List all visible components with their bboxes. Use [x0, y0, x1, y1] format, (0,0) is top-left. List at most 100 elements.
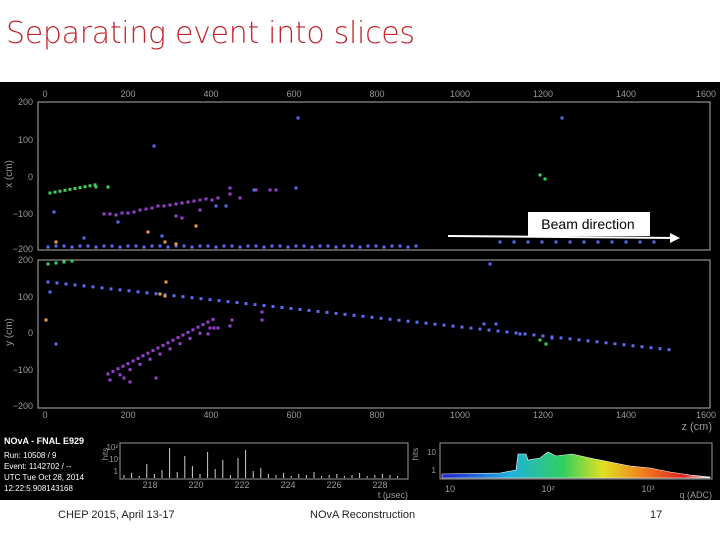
blue-hit [487, 328, 491, 332]
blue-hit [577, 338, 581, 342]
blue-hit [118, 245, 122, 249]
time-hist-ylabel: hits [101, 448, 110, 460]
blue-hit [358, 245, 362, 249]
blue-hit [142, 245, 146, 249]
blue-hit [252, 188, 256, 192]
blue-hit [100, 286, 104, 290]
charge-histogram-fill [441, 451, 711, 479]
blue-hit [550, 336, 554, 340]
blue-hit [91, 285, 95, 289]
blue-hit [415, 320, 419, 324]
blue-hit [217, 299, 221, 303]
blue-hit [174, 244, 178, 248]
blue-hit [512, 240, 516, 244]
purple-hit [216, 196, 220, 200]
purple-hit [138, 362, 142, 366]
blue-hit [296, 116, 300, 120]
blue-hit [390, 244, 394, 248]
blue-hit [238, 245, 242, 249]
purple-hit [174, 214, 178, 218]
blue-hit [206, 244, 210, 248]
footer-talk-title: NOvA Reconstruction [310, 509, 416, 521]
blue-hit [190, 296, 194, 300]
blue-hit [82, 236, 86, 240]
purple-hit [168, 203, 172, 207]
blue-hit [658, 347, 662, 351]
blue-hit [488, 262, 492, 266]
purple-hit [211, 317, 215, 321]
blue-hit [604, 341, 608, 345]
charge-hist-ytick: 10 [427, 448, 436, 457]
blue-hit [214, 204, 218, 208]
green-hit [70, 259, 74, 263]
blue-hit [199, 297, 203, 301]
event-number: Event: 1142702 / -- [4, 462, 72, 471]
blue-hit [343, 312, 347, 316]
blue-hit [379, 316, 383, 320]
purple-hit [228, 186, 232, 190]
charge-hist-xtick: 10 [445, 484, 455, 494]
orange-hit [163, 294, 167, 298]
beam-direction-label: Beam direction [541, 216, 634, 232]
blue-hit [494, 322, 498, 326]
purple-hit [254, 188, 258, 192]
charge-hist-xtick: 10² [541, 484, 554, 494]
green-hit [543, 177, 547, 181]
blue-hit [270, 244, 274, 248]
blue-hit [540, 240, 544, 244]
green-hit [538, 338, 542, 342]
purple-hit [122, 376, 126, 380]
y-tick: 200 [18, 255, 33, 265]
blue-hit [361, 314, 365, 318]
purple-hit [131, 359, 135, 363]
purple-hit [260, 318, 264, 322]
purple-hit [204, 197, 208, 201]
x-tick: 0 [28, 172, 33, 182]
purple-hit [178, 342, 182, 346]
blue-hit [478, 327, 482, 331]
purple-hit [192, 199, 196, 203]
purple-hit [171, 338, 175, 342]
purple-hit [268, 188, 272, 192]
purple-hit [148, 357, 152, 361]
blue-hit [244, 302, 248, 306]
orange-hit [174, 242, 178, 246]
blue-hit [152, 144, 156, 148]
purple-hit [274, 188, 278, 192]
time-hist-xtick: 226 [326, 480, 341, 490]
green-hit [88, 184, 92, 188]
green-hit [53, 190, 57, 194]
blue-hit [514, 331, 518, 335]
blue-hit [622, 343, 626, 347]
blue-hit [110, 244, 114, 248]
blue-hit [262, 245, 266, 249]
purple-hit [212, 326, 216, 330]
run-number: Run: 10508 / 9 [4, 451, 57, 460]
blue-hit [94, 245, 98, 249]
blue-hit [352, 313, 356, 317]
purple-hit [108, 212, 112, 216]
blue-hit [307, 308, 311, 312]
blue-hit [442, 323, 446, 327]
z-tick-top: 1400 [616, 89, 636, 99]
blue-hit [414, 244, 418, 248]
blue-hit [208, 298, 212, 302]
blue-hit [370, 315, 374, 319]
blue-hit [505, 330, 509, 334]
blue-hit [302, 244, 306, 248]
blue-hit [46, 280, 50, 284]
blue-hit [116, 220, 120, 224]
blue-hit [532, 333, 536, 337]
blue-hit [541, 334, 545, 338]
blue-hit [518, 332, 522, 336]
blue-hit [62, 244, 66, 248]
blue-hit [64, 282, 68, 286]
purple-hit [198, 198, 202, 202]
blue-hit [582, 240, 586, 244]
z-tick-bottom: 1400 [616, 410, 636, 420]
time-hist-ytick: 10² [106, 443, 118, 452]
blue-hit [460, 325, 464, 329]
purple-hit [111, 369, 115, 373]
purple-hit [186, 200, 190, 204]
purple-hit [176, 336, 180, 340]
